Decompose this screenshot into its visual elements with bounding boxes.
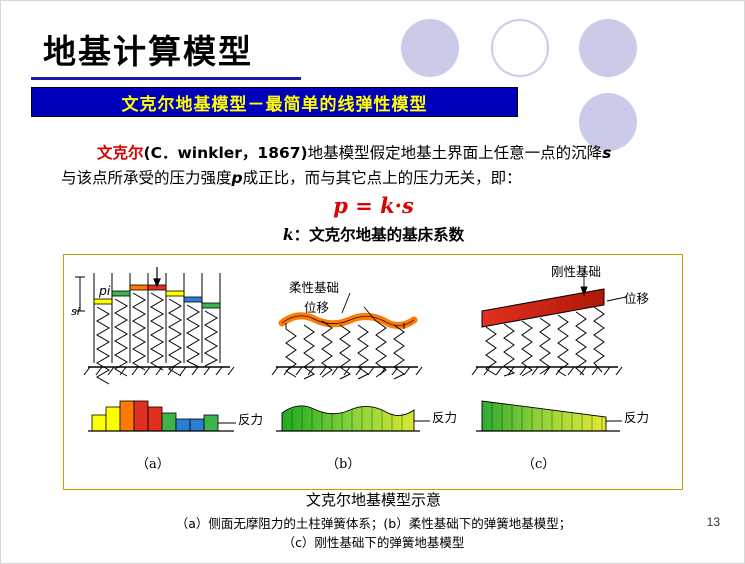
paragraph-text-3: 成正比，而与其它点上的压力无关，即： [242,169,522,187]
paragraph-symbol-s: s [602,144,612,162]
label-reaction-b: 反力 [432,410,458,425]
formula-note: k：文克尔地基的基床系数 [1,223,744,245]
formula-note-text: ：文克尔地基的基床系数 [293,226,465,244]
panel-caption-b: （b） [326,457,361,472]
subtitle-text: 文克尔地基模型－最简单的线弹性模型 [121,94,428,115]
formula-main: p = k·s [333,193,414,218]
paragraph-keyword: 文克尔 [97,144,144,162]
label-displacement-right: 位移 [624,291,650,306]
decorative-circle-1 [401,19,459,77]
label-reaction-a: 反力 [238,412,264,427]
decorative-circle-3 [579,19,637,77]
paragraph-symbol-p: p [231,169,243,187]
panel-caption-c: （c） [522,457,556,472]
figure-subtitle-line2: （c）刚性基础下的弹簧地基模型 [282,535,465,550]
body-paragraph: 文克尔(C．winkler，1867)地基模型假定地基土界面上任意一点的沉降s … [61,141,691,191]
label-flexible-foundation: 柔性基础 [289,280,340,295]
subtitle-banner: 文克尔地基模型－最简单的线弹性模型 [31,87,518,117]
panel-caption-a: （a） [136,457,170,472]
figure-title: 文克尔地基模型示意 [305,491,441,509]
paragraph-text-2: 与该点所承受的压力强度 [61,169,232,187]
label-s-i: si [71,305,80,318]
title-underline [31,77,301,80]
label-p-i: pi [99,283,111,298]
label-reaction-c: 反力 [624,410,650,425]
paragraph-citation: (C．winkler，1867) [143,144,308,162]
decorative-circle-4 [579,93,637,151]
winkler-model-diagram [75,267,627,432]
page-title: 地基计算模型 [43,32,253,71]
formula-symbol-k: k [282,225,294,244]
paragraph-text-1: 地基模型假定地基土界面上任意一点的沉降 [307,144,603,162]
decorative-circle-2 [491,19,549,77]
figure-subtitle-line1: （a）侧面无摩阻力的土柱弹簧体系；(b）柔性基础下的弹簧地基模型； [175,516,572,531]
figure-container: pi si 柔性基础 位移 刚性基础 位移 反力 反力 反力 （a） （b） （… [63,254,683,490]
label-displacement-left: 位移 [304,300,330,315]
label-rigid-foundation: 刚性基础 [551,264,602,279]
page-number: 13 [706,515,720,529]
